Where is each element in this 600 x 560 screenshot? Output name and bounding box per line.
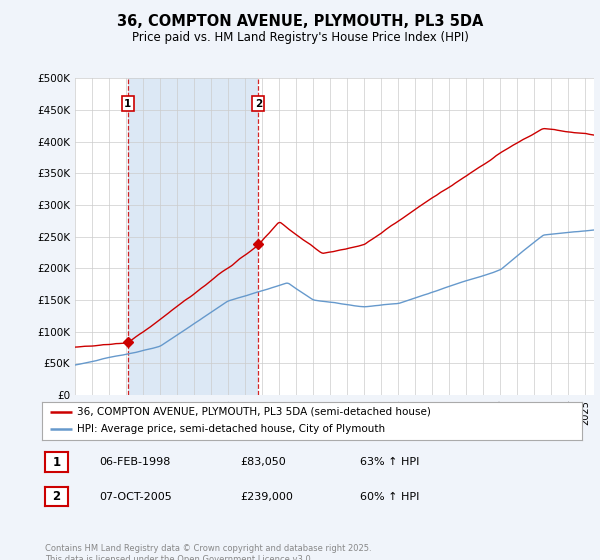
Text: 60% ↑ HPI: 60% ↑ HPI: [360, 492, 419, 502]
Text: 36, COMPTON AVENUE, PLYMOUTH, PL3 5DA (semi-detached house): 36, COMPTON AVENUE, PLYMOUTH, PL3 5DA (s…: [77, 407, 431, 417]
Text: 06-FEB-1998: 06-FEB-1998: [99, 457, 170, 467]
Text: £239,000: £239,000: [240, 492, 293, 502]
Text: 07-OCT-2005: 07-OCT-2005: [99, 492, 172, 502]
Text: HPI: Average price, semi-detached house, City of Plymouth: HPI: Average price, semi-detached house,…: [77, 424, 385, 435]
Text: 63% ↑ HPI: 63% ↑ HPI: [360, 457, 419, 467]
Text: 2: 2: [254, 99, 262, 109]
Text: 2: 2: [52, 490, 61, 503]
Text: 36, COMPTON AVENUE, PLYMOUTH, PL3 5DA: 36, COMPTON AVENUE, PLYMOUTH, PL3 5DA: [117, 14, 483, 29]
Text: 1: 1: [52, 455, 61, 469]
Text: £83,050: £83,050: [240, 457, 286, 467]
Text: Price paid vs. HM Land Registry's House Price Index (HPI): Price paid vs. HM Land Registry's House …: [131, 31, 469, 44]
Bar: [128, 78, 258, 395]
Text: 1: 1: [124, 99, 131, 109]
Text: Contains HM Land Registry data © Crown copyright and database right 2025.
This d: Contains HM Land Registry data © Crown c…: [45, 544, 371, 560]
